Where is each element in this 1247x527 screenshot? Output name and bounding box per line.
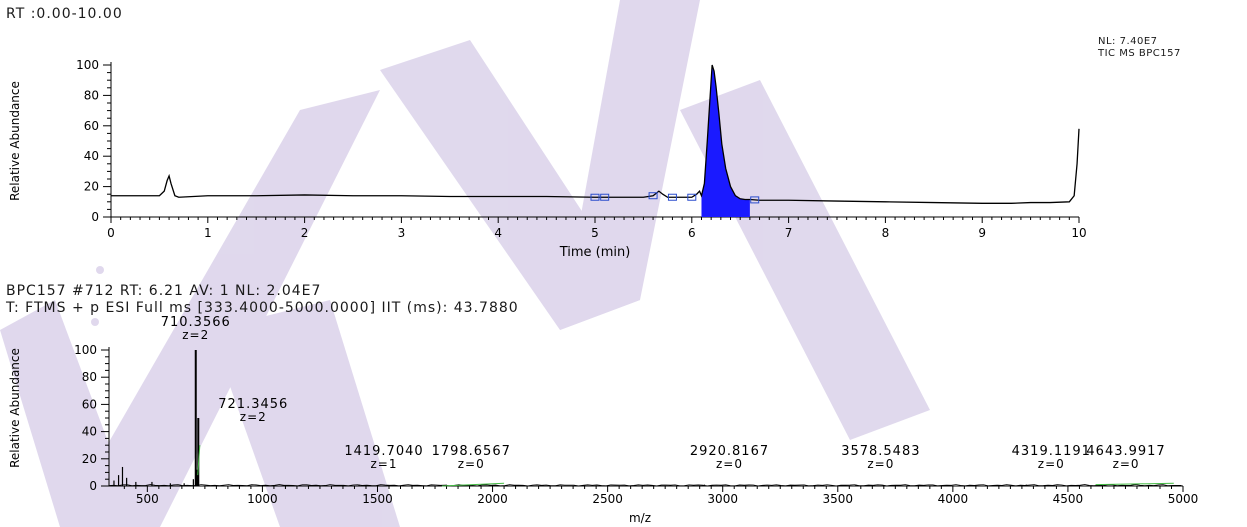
y-axis-label: Relative Abundance [8,81,22,201]
x-tick-label: 2000 [477,492,508,506]
peak-charge-label: z=0 [1038,457,1065,471]
peak-mz-label: 2920.8167 [690,444,769,459]
x-tick-label: 1 [204,226,212,240]
y-tick-label: 20 [84,180,99,194]
x-tick-label: 2 [301,226,309,240]
y-axis-label: Relative Abundance [8,348,22,468]
peak-boundary-marker [687,193,697,201]
y-tick-label: 40 [82,425,97,439]
peak-boundary-marker [667,193,677,201]
x-tick-label: 4000 [938,492,969,506]
isotope-trace [441,482,505,487]
watermark-shape [560,0,700,330]
spectrum-header-line1: BPC157 #712 RT: 6.21 AV: 1 NL: 2.04E7 [6,283,322,299]
peak-mz-label: 4319.1191 [1012,444,1091,459]
y-tick-label: 80 [84,88,99,102]
peak-charge-label: z=2 [240,410,267,424]
y-tick-label: 60 [82,397,97,411]
y-tick-label: 100 [74,343,97,357]
y-tick-label: 0 [89,479,97,493]
chromatogram-nl-line2: TIC MS BPC157 [1098,48,1181,59]
x-tick-label: 4 [494,226,502,240]
peak-charge-label: z=0 [1113,457,1140,471]
isotope-trace [197,445,201,476]
y-tick-label: 20 [82,452,97,466]
peak-mz-label: 710.3566 [161,315,231,330]
isotope-trace [1095,482,1174,486]
y-tick-label: 60 [84,119,99,133]
y-tick-label: 40 [84,149,99,163]
peak-mz-label: 1419.7040 [344,444,423,459]
x-axis-label: Time (min) [559,245,631,260]
peak-mz-label: 4643.9917 [1086,444,1165,459]
watermark-shape [680,80,930,440]
x-axis-label: m/z [629,511,651,525]
x-tick-label: 0 [107,226,115,240]
peak-mz-label: 721.3456 [218,397,288,412]
peak-charge-label: z=0 [458,457,485,471]
watermark-dot [91,318,99,326]
x-tick-label: 10 [1071,226,1086,240]
watermark-shape [60,90,380,527]
x-tick-label: 1000 [247,492,278,506]
peak-boundary-marker [600,193,610,201]
spectrum-baseline [108,484,1182,487]
peak-mz-label: 1798.6567 [432,444,511,459]
x-tick-label: 3 [398,226,406,240]
watermark-shape [210,300,400,527]
peak-mz-label: 3578.5483 [841,444,920,459]
x-tick-label: 3000 [707,492,738,506]
peak-charge-label: z=0 [716,457,743,471]
y-tick-label: 0 [91,210,99,224]
peak-fill [701,65,750,217]
x-tick-label: 500 [136,492,159,506]
peak-charge-label: z=1 [371,457,398,471]
chromatogram-nl-line1: NL: 7.40E7 [1098,36,1158,47]
x-tick-label: 9 [978,226,986,240]
chromatogram-trace [111,64,1080,204]
x-tick-label: 1500 [362,492,393,506]
x-tick-label: 3500 [823,492,854,506]
x-tick-label: 5000 [1168,492,1199,506]
peak-boundary-marker [750,196,760,204]
spectrum-header-line2: T: FTMS + p ESI Full ms [333.4000-5000.0… [6,300,519,316]
x-tick-label: 8 [882,226,890,240]
x-tick-label: 7 [785,226,793,240]
peak-boundary-marker [648,192,658,200]
x-tick-label: 6 [688,226,696,240]
peak-charge-label: z=2 [182,328,209,342]
peak-boundary-marker [590,193,600,201]
peak-charge-label: z=0 [867,457,894,471]
x-tick-label: 5 [591,226,599,240]
watermark-shape [0,300,140,527]
x-tick-label: 2500 [592,492,623,506]
watermark-dot [96,266,104,274]
x-tick-label: 4500 [1053,492,1084,506]
y-tick-label: 100 [76,58,99,72]
y-tick-label: 80 [82,370,97,384]
chromatogram-header: RT :0.00-10.00 [6,6,123,22]
